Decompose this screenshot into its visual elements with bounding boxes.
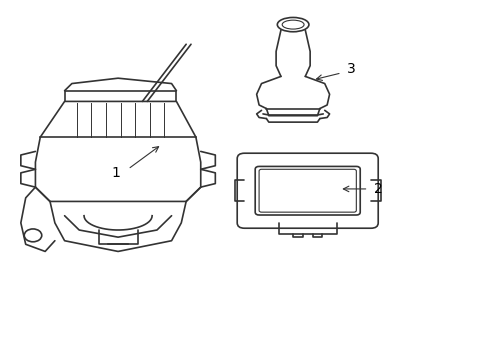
Text: 3: 3 [346,62,355,76]
Text: 2: 2 [373,182,382,196]
Text: 1: 1 [111,166,120,180]
